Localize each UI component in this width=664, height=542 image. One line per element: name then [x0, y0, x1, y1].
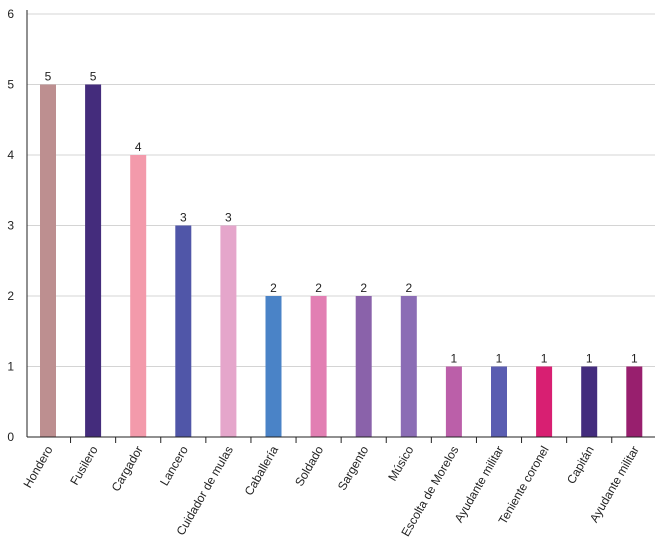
y-tick-label: 3 [7, 219, 14, 233]
data-label-14: 1 [631, 352, 638, 366]
bar-4 [175, 225, 192, 437]
data-label-8: 2 [360, 281, 367, 295]
bar-8 [355, 296, 372, 437]
data-label-3: 4 [135, 140, 142, 154]
y-tick-label: 0 [7, 430, 14, 444]
data-label-7: 2 [315, 281, 322, 295]
x-tick-label: Teniente coronel [496, 444, 552, 527]
data-label-10: 1 [451, 352, 458, 366]
data-label-4: 3 [180, 211, 187, 225]
x-tick-label: Músico [385, 443, 416, 483]
bar-7 [310, 296, 327, 437]
x-tick-label: Lancero [157, 443, 191, 488]
x-tick-label: Ayudante militar [452, 444, 507, 525]
y-tick-label: 4 [7, 148, 14, 162]
x-tick-label: Capitán [564, 444, 597, 487]
x-tick-label: Sargento [335, 443, 372, 492]
bar-12 [536, 366, 553, 437]
bar-14 [626, 366, 643, 437]
label-layer: 0 1 2 3 4 5 6 5 Hondero 5 Fusilero 4 Cargador 3 Lancer… [7, 7, 642, 539]
x-tick-label: Fusilero [67, 443, 101, 487]
grid-layer [27, 13, 655, 367]
bar-1 [40, 84, 56, 437]
bar-11 [491, 366, 507, 437]
data-label-5: 3 [225, 211, 232, 225]
data-label-9: 2 [405, 281, 412, 295]
bar-3 [130, 155, 147, 437]
data-label-11: 1 [496, 352, 503, 366]
bar-9 [400, 296, 417, 437]
y-tick-label: 1 [7, 360, 14, 374]
bar-layer [40, 84, 643, 437]
x-tick-label: Ayudante militar [587, 444, 642, 525]
x-tick-label: Cargador [109, 444, 146, 494]
axis-layer [26, 10, 655, 443]
data-label-6: 2 [270, 281, 277, 295]
x-tick-label: Caballería [242, 443, 282, 498]
bar-10 [445, 366, 462, 437]
x-tick-label: Soldado [292, 443, 326, 488]
bar-5 [220, 225, 237, 437]
bar-13 [581, 366, 598, 437]
data-label-2: 5 [90, 70, 97, 84]
y-tick-label: 5 [7, 78, 14, 92]
data-label-1: 5 [45, 70, 52, 84]
bar-2 [85, 84, 102, 437]
data-label-13: 1 [586, 352, 593, 366]
bar-6 [265, 296, 282, 437]
data-label-12: 1 [541, 352, 548, 366]
y-tick-label: 6 [7, 7, 14, 21]
y-tick-label: 2 [7, 289, 14, 303]
x-tick-label: Hondero [20, 443, 55, 490]
